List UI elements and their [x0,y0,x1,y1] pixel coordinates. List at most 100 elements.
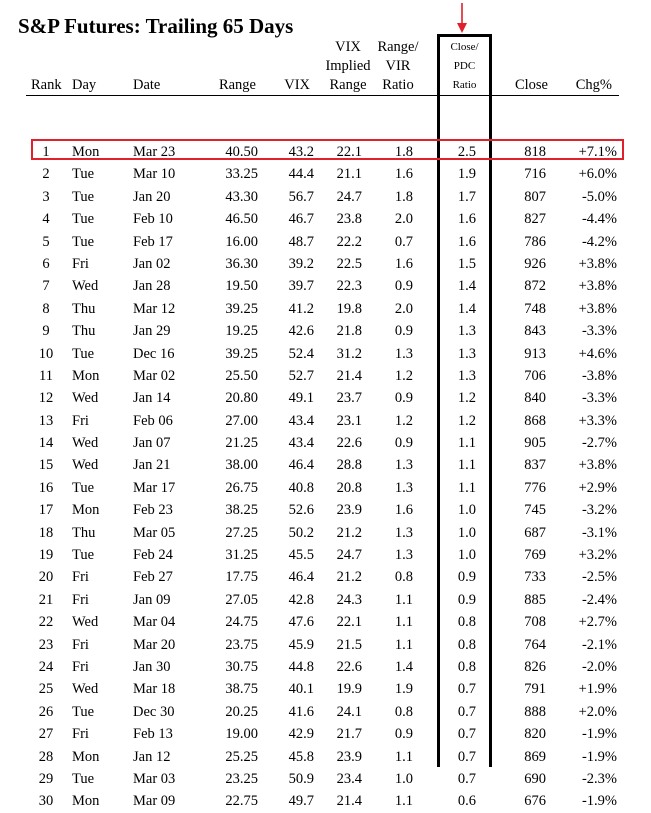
cell-rank: 24 [38,658,54,675]
table-row: 6 Fri Jan 02 36.30 39.2 22.5 1.6 1.5 926 +3.8% [0,253,651,275]
cell-vix-implied: 23.9 [336,748,362,765]
cell-chg: -3.3% [581,390,617,407]
cell-close: 905 [524,435,546,452]
cell-range-vir: 1.3 [394,524,413,541]
table-row: 23 Fri Mar 20 23.75 45.9 21.5 1.1 0.8 764 -2.1% [0,634,651,656]
cell-range-vir: 1.8 [394,144,413,160]
cell-date: Mar 04 [133,614,176,631]
cell-vix: 52.6 [288,502,314,519]
cell-range: 25.50 [225,367,258,384]
table-body: 1 Mon Mar 23 40.50 43.2 22.1 1.8 2.5 818 +7.1% 2 Tu… [0,141,651,813]
cell-range: 46.50 [225,211,258,228]
cell-rank: 7 [42,278,50,295]
cell-rank: 14 [38,435,54,452]
cell-close-pdc: 1.1 [457,435,476,452]
cell-close-pdc: 0.9 [457,591,476,608]
cell-vix-implied: 22.1 [336,144,362,160]
cell-vix-implied: 22.6 [336,658,362,675]
cell-chg: -2.1% [581,636,617,653]
cell-rank: 21 [38,591,54,608]
cell-date: Mar 10 [133,166,176,183]
cell-range-vir: 1.1 [394,748,413,765]
cell-rank: 20 [38,569,54,586]
header-vix-implied-line1: VIX [335,39,361,55]
cell-vix-implied: 23.4 [336,770,362,787]
cell-vix-implied: 21.7 [336,726,362,743]
table-row: 10 Tue Dec 16 39.25 52.4 31.2 1.3 1.3 913 +4.6% [0,343,651,365]
cell-vix-implied: 24.7 [336,547,362,564]
cell-chg: +2.7% [578,614,617,631]
cell-chg: +2.9% [578,479,617,496]
cell-rank: 15 [38,457,54,474]
table-row: 25 Wed Mar 18 38.75 40.1 19.9 1.9 0.7 791 +1.9% [0,678,651,700]
cell-day: Mon [72,367,100,384]
cell-range: 25.25 [225,748,258,765]
cell-chg: +6.0% [578,166,617,183]
cell-date: Jan 21 [133,457,171,474]
cell-close-pdc: 0.7 [457,748,476,765]
cell-range: 38.25 [225,502,258,519]
cell-rank: 9 [42,323,50,340]
cell-day: Wed [72,390,99,407]
cell-close: 748 [524,300,546,317]
cell-date: Jan 14 [133,390,171,407]
cell-range: 33.25 [225,166,258,183]
cell-close: 868 [524,412,546,429]
cell-range: 16.00 [225,233,258,250]
cell-range-vir: 2.0 [394,300,413,317]
cell-range-vir: 1.1 [394,793,413,810]
cell-date: Feb 06 [133,412,173,429]
cell-date: Jan 20 [133,188,171,205]
cell-range: 39.25 [225,345,258,362]
cell-date: Feb 24 [133,547,173,564]
cell-range-vir: 1.3 [394,345,413,362]
table-row: 29 Tue Mar 03 23.25 50.9 23.4 1.0 0.7 690 -2.3% [0,768,651,790]
cell-vix-implied: 21.1 [336,166,362,183]
cell-rank: 27 [38,726,54,743]
header-range-vir-line3: Ratio [382,77,414,93]
cell-date: Jan 29 [133,323,171,340]
cell-vix: 46.7 [288,211,314,228]
cell-day: Thu [72,323,96,340]
cell-vix-implied: 28.8 [336,457,362,474]
cell-range: 27.05 [225,591,258,608]
cell-date: Jan 02 [133,255,171,272]
cell-rank: 5 [42,233,50,250]
cell-close-pdc: 1.7 [457,188,476,205]
cell-vix-implied: 21.4 [336,367,362,384]
table-row: 19 Tue Feb 24 31.25 45.5 24.7 1.3 1.0 769 +3.2% [0,544,651,566]
cell-chg: +7.1% [578,144,617,160]
header-range-vir-line2: VIR [385,58,411,74]
table-row: 4 Tue Feb 10 46.50 46.7 23.8 2.0 1.6 827 -4.4% [0,208,651,230]
cell-close: 733 [524,569,546,586]
table-row: 12 Wed Jan 14 20.80 49.1 23.7 0.9 1.2 840 -3.3% [0,387,651,409]
cell-close-pdc: 0.8 [457,636,476,653]
cell-vix: 43.4 [288,435,314,452]
cell-day: Fri [72,726,89,743]
cell-range-vir: 1.6 [394,502,413,519]
cell-close: 869 [524,748,546,765]
cell-rank: 13 [38,412,54,429]
cell-vix: 52.4 [288,345,314,362]
cell-close-pdc: 1.3 [457,345,476,362]
cell-range-vir: 0.8 [394,703,413,720]
table-row: 28 Mon Jan 12 25.25 45.8 23.9 1.1 0.7 869 -1.9% [0,746,651,768]
cell-vix: 56.7 [288,188,314,205]
cell-chg: -3.2% [581,502,617,519]
cell-close: 791 [524,681,546,698]
cell-vix: 47.6 [288,614,314,631]
cell-close-pdc: 1.0 [457,547,476,564]
cell-day: Tue [72,211,95,228]
cell-day: Tue [72,166,95,183]
cell-vix-implied: 23.8 [336,211,362,228]
header-vix: VIX [284,77,310,93]
table-row: 15 Wed Jan 21 38.00 46.4 28.8 1.3 1.1 837 +3.8% [0,454,651,476]
cell-day: Tue [72,703,95,720]
cell-date: Feb 10 [133,211,173,228]
cell-close: 786 [524,233,546,250]
header-close-pdc-line3: Ratio [452,79,477,91]
cell-range-vir: 1.2 [394,412,413,429]
cell-vix-implied: 22.6 [336,435,362,452]
cell-date: Mar 05 [133,524,176,541]
header-divider [26,95,619,96]
